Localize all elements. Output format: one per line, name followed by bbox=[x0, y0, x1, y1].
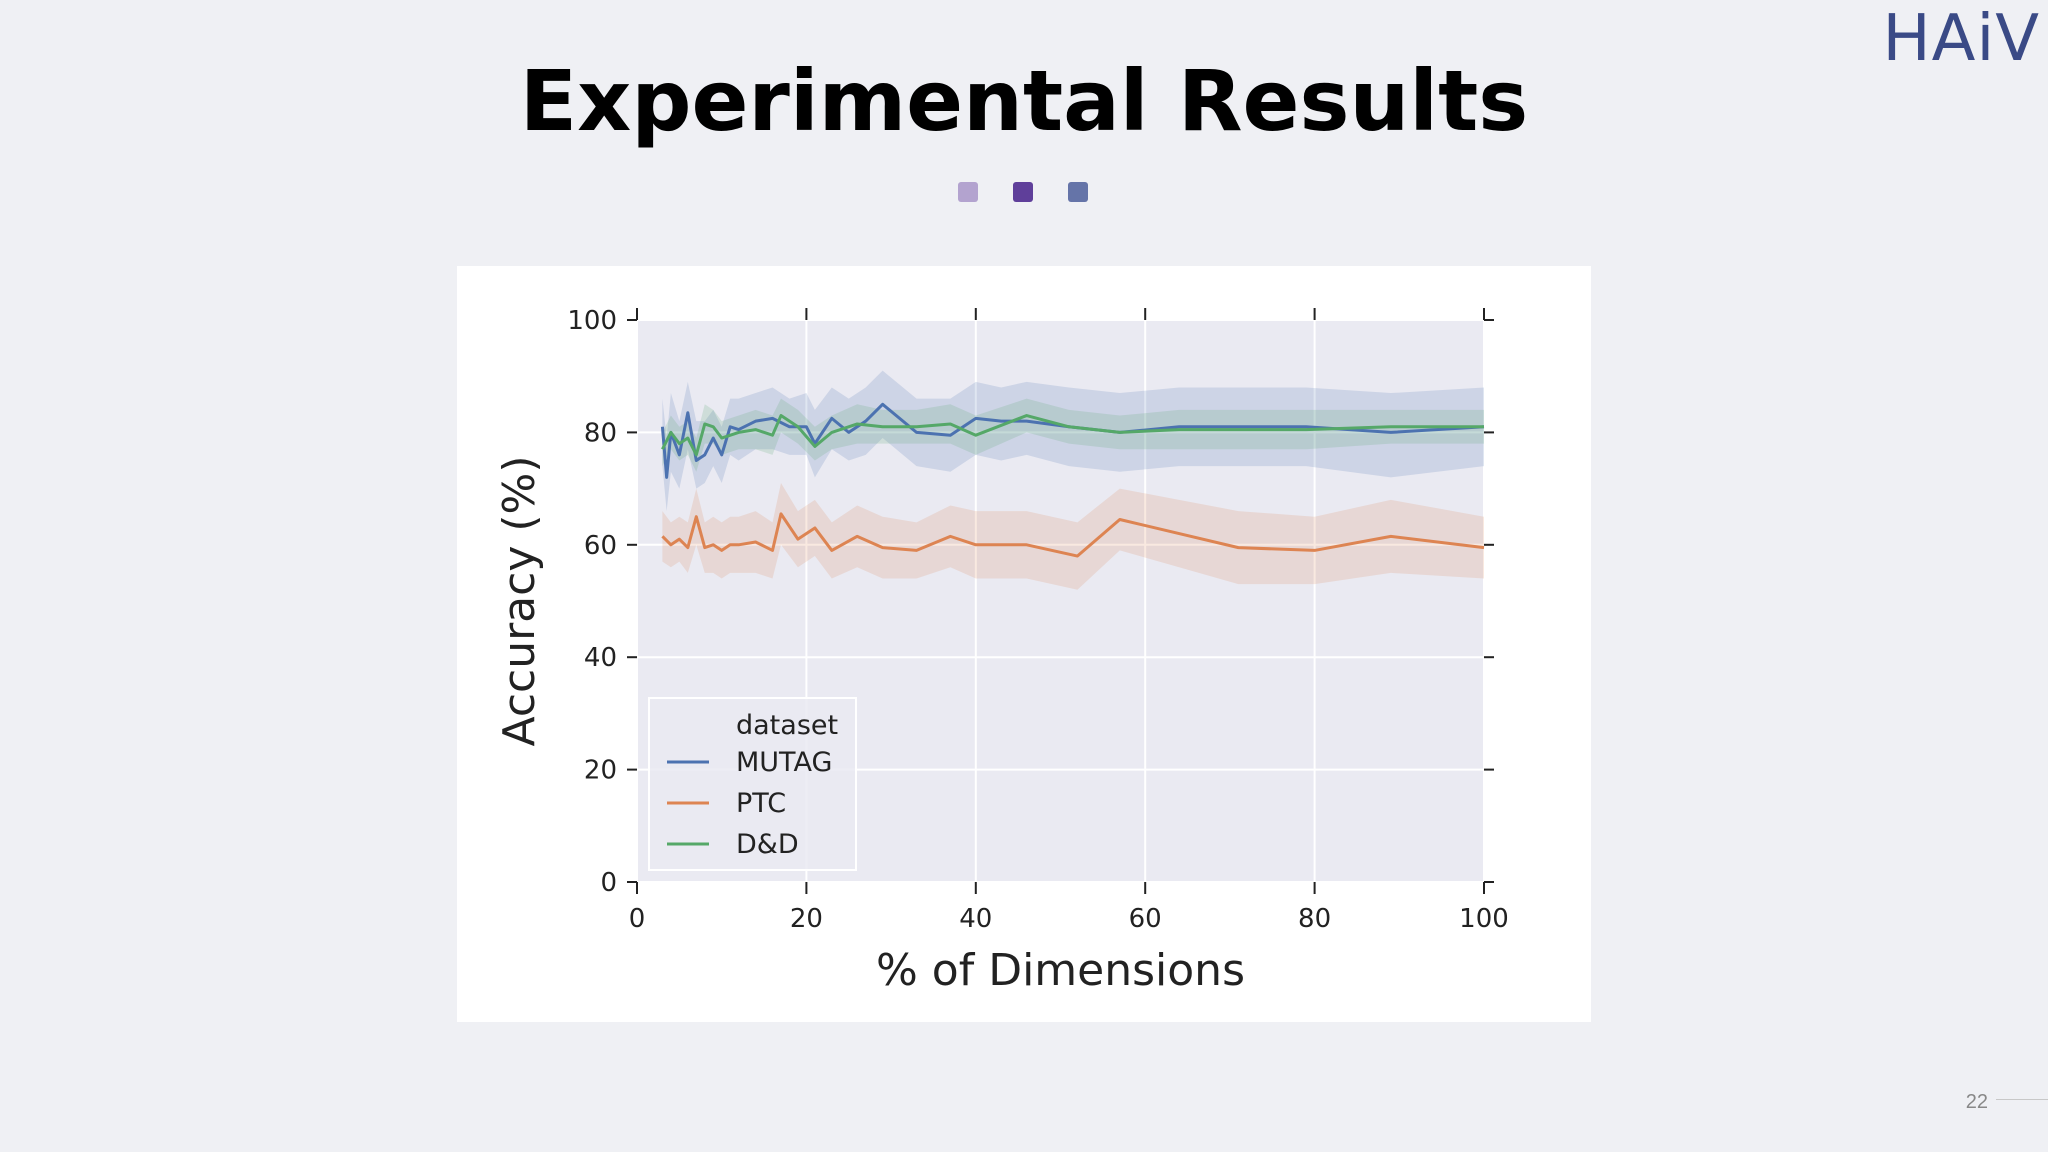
y-tick-label: 80 bbox=[584, 418, 617, 448]
legend-title: dataset bbox=[736, 710, 838, 741]
y-tick-label: 20 bbox=[584, 756, 617, 786]
x-axis-label: % of Dimensions bbox=[876, 945, 1245, 996]
x-tick-label: 40 bbox=[959, 904, 992, 934]
slide-title: Experimental Results bbox=[519, 52, 1529, 150]
y-tick-label: 100 bbox=[567, 306, 617, 336]
decoration-dot-dark-purple bbox=[1013, 182, 1033, 202]
x-tick-label: 80 bbox=[1298, 904, 1331, 934]
legend-label-mutag: MUTAG bbox=[736, 747, 832, 778]
confidence-band-ptc bbox=[662, 482, 1484, 590]
legend-label-d-d: D&D bbox=[736, 829, 799, 860]
x-tick-label: 100 bbox=[1459, 904, 1509, 934]
series-line-d-d bbox=[661, 414, 1484, 457]
y-tick-label: 40 bbox=[584, 643, 617, 673]
accuracy-line-chart: 0 20 40 60 80 100 0 20 40 60 80 100 % of Dimensions A… bbox=[494, 306, 1509, 996]
x-tick-label: 0 bbox=[629, 904, 646, 934]
page-number: 22 bbox=[1965, 1091, 1988, 1113]
confidence-band-mutag bbox=[662, 370, 1484, 512]
y-axis-label: Accuracy (%) bbox=[494, 455, 545, 746]
chart-card: 0 20 40 60 80 100 0 20 40 60 80 100 % of Dimensions A… bbox=[457, 266, 1591, 1022]
y-tick-label: 60 bbox=[584, 531, 617, 561]
y-tick-label: 0 bbox=[600, 868, 617, 898]
x-tick-label: 20 bbox=[790, 904, 823, 934]
slide-decoration-dots bbox=[958, 182, 1088, 202]
haiv-logo: HAiV bbox=[1882, 2, 2040, 76]
x-tick-label: 60 bbox=[1129, 904, 1162, 934]
series-line-ptc bbox=[661, 512, 1485, 558]
page-number-rule bbox=[1996, 1099, 2048, 1100]
legend-label-ptc: PTC bbox=[736, 788, 786, 819]
decoration-dot-slate-blue bbox=[1068, 182, 1088, 202]
decoration-dot-light-purple bbox=[958, 182, 978, 202]
legend-box bbox=[648, 697, 857, 871]
